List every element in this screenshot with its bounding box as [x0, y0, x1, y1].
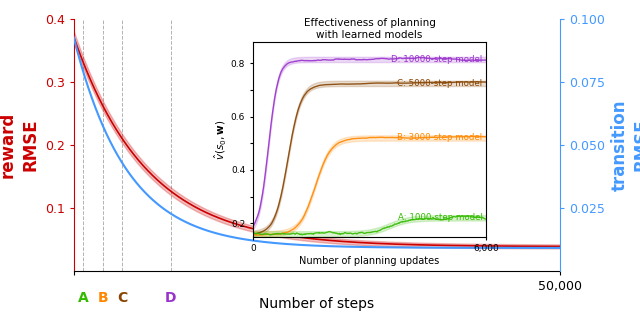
- Y-axis label: reward
RMSE: reward RMSE: [0, 112, 39, 178]
- Text: B: B: [97, 291, 108, 305]
- Y-axis label: transition
RMSE: transition RMSE: [611, 99, 640, 191]
- Text: D: 10000-step model: D: 10000-step model: [391, 55, 483, 64]
- X-axis label: Number of planning updates: Number of planning updates: [300, 256, 440, 266]
- Text: D: D: [165, 291, 177, 305]
- Text: A: 1000-step model: A: 1000-step model: [397, 214, 483, 222]
- Title: Effectiveness of planning
with learned models: Effectiveness of planning with learned m…: [303, 18, 436, 40]
- Text: A: A: [78, 291, 89, 305]
- Text: C: 5000-step model: C: 5000-step model: [397, 79, 483, 88]
- Y-axis label: $\hat{v}(s_0, \mathbf{w})$: $\hat{v}(s_0, \mathbf{w})$: [212, 119, 228, 160]
- Text: C: C: [117, 291, 127, 305]
- Text: B: 3000-step model: B: 3000-step model: [397, 133, 483, 143]
- X-axis label: Number of steps: Number of steps: [259, 297, 374, 311]
